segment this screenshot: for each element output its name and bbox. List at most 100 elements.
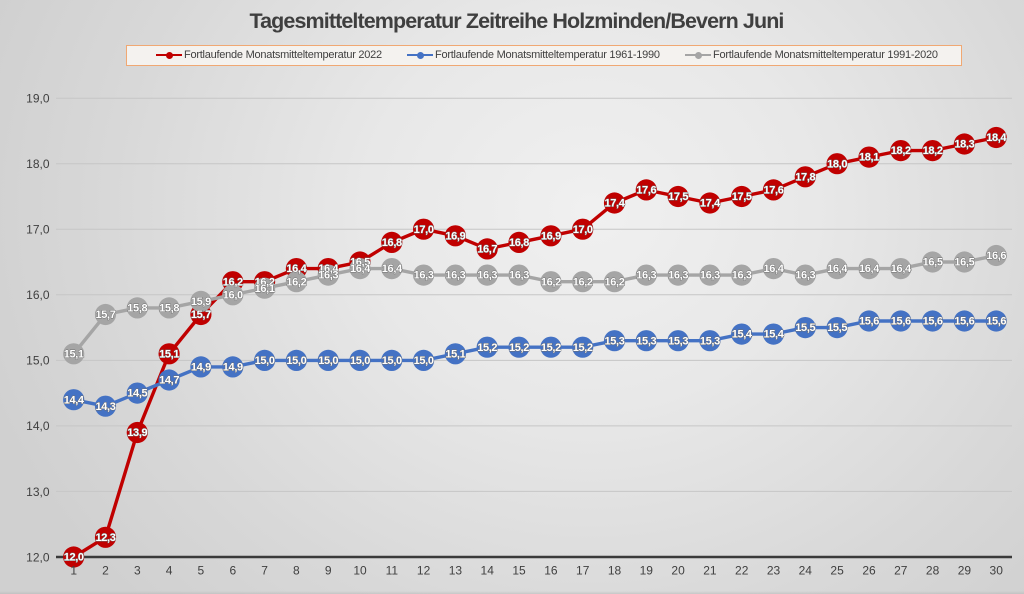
svg-text:15,3: 15,3 — [668, 335, 688, 347]
svg-text:16,4: 16,4 — [891, 263, 912, 275]
svg-text:5: 5 — [198, 564, 205, 578]
svg-text:30: 30 — [990, 564, 1004, 578]
svg-text:14,9: 14,9 — [191, 362, 211, 374]
svg-text:18,0: 18,0 — [827, 158, 847, 170]
svg-text:18,2: 18,2 — [923, 145, 943, 157]
svg-text:15,6: 15,6 — [954, 316, 974, 328]
svg-text:19: 19 — [640, 564, 654, 578]
svg-text:15,6: 15,6 — [859, 316, 879, 328]
svg-text:17,5: 17,5 — [732, 191, 752, 203]
svg-text:12,3: 12,3 — [95, 532, 115, 544]
svg-text:17,6: 17,6 — [763, 185, 783, 197]
svg-text:17,0: 17,0 — [414, 224, 434, 236]
svg-text:14,3: 14,3 — [95, 401, 115, 413]
svg-text:16,4: 16,4 — [350, 263, 371, 275]
svg-text:15,6: 15,6 — [891, 316, 911, 328]
svg-text:17,6: 17,6 — [636, 185, 656, 197]
svg-text:17,5: 17,5 — [668, 191, 688, 203]
svg-text:15,3: 15,3 — [700, 335, 720, 347]
svg-text:14: 14 — [481, 564, 495, 578]
svg-text:15,5: 15,5 — [795, 322, 815, 334]
svg-text:16,2: 16,2 — [255, 276, 275, 288]
svg-text:15,4: 15,4 — [763, 329, 784, 341]
svg-text:14,0: 14,0 — [26, 419, 50, 433]
svg-text:14,5: 14,5 — [127, 388, 147, 400]
svg-text:15: 15 — [512, 564, 526, 578]
svg-text:16,2: 16,2 — [286, 276, 306, 288]
svg-text:16,2: 16,2 — [541, 276, 561, 288]
svg-text:14,7: 14,7 — [159, 375, 179, 387]
svg-text:16,9: 16,9 — [541, 230, 561, 242]
svg-text:18,3: 18,3 — [954, 139, 974, 151]
svg-text:16,3: 16,3 — [477, 270, 497, 282]
svg-text:16,7: 16,7 — [477, 244, 497, 256]
svg-text:16,0: 16,0 — [223, 289, 243, 301]
svg-text:18,4: 18,4 — [986, 132, 1007, 144]
svg-text:16,4: 16,4 — [763, 263, 784, 275]
svg-text:16,6: 16,6 — [986, 250, 1006, 262]
svg-text:6: 6 — [229, 564, 236, 578]
svg-text:15,3: 15,3 — [636, 335, 656, 347]
svg-text:13,9: 13,9 — [127, 427, 147, 439]
svg-text:14,9: 14,9 — [223, 362, 243, 374]
svg-text:2: 2 — [102, 564, 109, 578]
svg-text:15,2: 15,2 — [509, 342, 529, 354]
svg-text:16,4: 16,4 — [286, 263, 307, 275]
svg-text:19,0: 19,0 — [26, 92, 50, 106]
svg-text:10: 10 — [353, 564, 367, 578]
svg-text:16,9: 16,9 — [445, 230, 465, 242]
svg-text:14,4: 14,4 — [64, 394, 85, 406]
svg-text:3: 3 — [134, 564, 141, 578]
svg-text:16,3: 16,3 — [509, 270, 529, 282]
svg-text:18,0: 18,0 — [26, 157, 50, 171]
svg-text:15,0: 15,0 — [382, 355, 402, 367]
svg-text:16,4: 16,4 — [382, 263, 403, 275]
svg-text:16: 16 — [544, 564, 558, 578]
svg-text:15,1: 15,1 — [64, 348, 84, 360]
svg-text:25: 25 — [830, 564, 844, 578]
svg-text:15,0: 15,0 — [318, 355, 338, 367]
svg-text:15,6: 15,6 — [986, 316, 1006, 328]
svg-text:15,5: 15,5 — [827, 322, 847, 334]
svg-text:21: 21 — [703, 564, 717, 578]
svg-text:15,2: 15,2 — [477, 342, 497, 354]
svg-text:15,0: 15,0 — [286, 355, 306, 367]
svg-text:15,7: 15,7 — [95, 309, 115, 321]
svg-text:15,3: 15,3 — [604, 335, 624, 347]
svg-text:15,0: 15,0 — [350, 355, 370, 367]
svg-text:11: 11 — [386, 564, 399, 578]
svg-text:29: 29 — [958, 564, 972, 578]
svg-text:4: 4 — [166, 564, 173, 578]
svg-text:16,5: 16,5 — [350, 257, 370, 269]
svg-text:23: 23 — [767, 564, 781, 578]
svg-text:16,2: 16,2 — [573, 276, 593, 288]
svg-text:22: 22 — [735, 564, 749, 578]
svg-text:16,3: 16,3 — [795, 270, 815, 282]
svg-text:27: 27 — [894, 564, 908, 578]
svg-text:15,1: 15,1 — [445, 348, 465, 360]
svg-text:16,8: 16,8 — [382, 237, 402, 249]
svg-text:26: 26 — [862, 564, 876, 578]
svg-text:17,4: 17,4 — [700, 198, 721, 210]
svg-text:16,5: 16,5 — [923, 257, 943, 269]
svg-text:13: 13 — [449, 564, 463, 578]
svg-text:15,2: 15,2 — [541, 342, 561, 354]
svg-text:1: 1 — [70, 564, 77, 578]
svg-text:9: 9 — [325, 564, 332, 578]
svg-text:20: 20 — [671, 564, 685, 578]
svg-text:16,3: 16,3 — [445, 270, 465, 282]
svg-text:16,8: 16,8 — [509, 237, 529, 249]
svg-text:16,1: 16,1 — [255, 283, 275, 295]
svg-text:18,1: 18,1 — [859, 152, 879, 164]
svg-text:17: 17 — [576, 564, 590, 578]
svg-text:24: 24 — [799, 564, 813, 578]
svg-text:16,4: 16,4 — [859, 263, 880, 275]
svg-text:16,3: 16,3 — [318, 270, 338, 282]
svg-text:16,2: 16,2 — [604, 276, 624, 288]
svg-text:15,7: 15,7 — [191, 309, 211, 321]
svg-text:17,0: 17,0 — [573, 224, 593, 236]
svg-text:15,6: 15,6 — [923, 316, 943, 328]
svg-text:16,3: 16,3 — [414, 270, 434, 282]
svg-text:15,2: 15,2 — [573, 342, 593, 354]
svg-text:17,4: 17,4 — [604, 198, 625, 210]
